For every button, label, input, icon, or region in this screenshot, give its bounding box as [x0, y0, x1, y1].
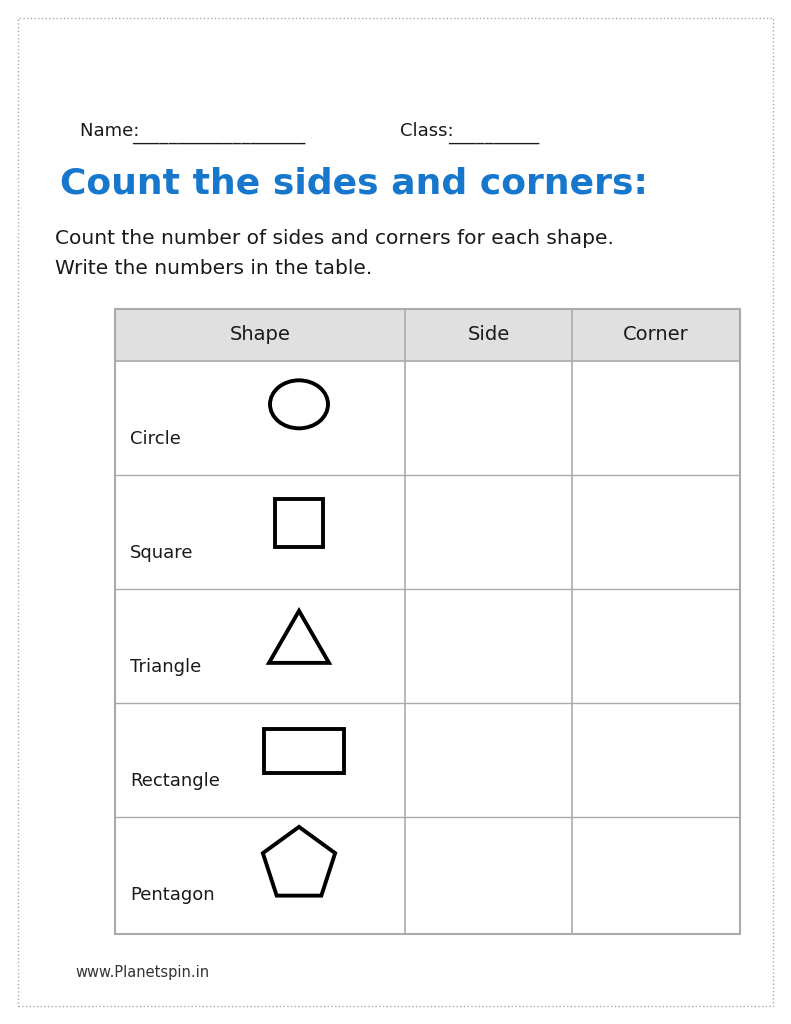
- Bar: [115, 309, 740, 361]
- Polygon shape: [269, 611, 329, 663]
- Text: www.Planetspin.in: www.Planetspin.in: [75, 965, 209, 980]
- Text: Pentagon: Pentagon: [130, 886, 214, 903]
- Text: Count the sides and corners:: Count the sides and corners:: [60, 167, 648, 201]
- Text: Shape: Shape: [229, 326, 290, 344]
- Text: Corner: Corner: [623, 326, 689, 344]
- Text: ___________________: ___________________: [132, 126, 305, 144]
- Text: Name:: Name:: [80, 122, 145, 140]
- Text: Rectangle: Rectangle: [130, 771, 220, 790]
- Text: Write the numbers in the table.: Write the numbers in the table.: [55, 259, 373, 279]
- Ellipse shape: [270, 380, 328, 428]
- Text: Count the number of sides and corners for each shape.: Count the number of sides and corners fo…: [55, 229, 614, 249]
- Text: Circle: Circle: [130, 429, 181, 447]
- Polygon shape: [263, 827, 335, 896]
- Text: __________: __________: [448, 126, 539, 144]
- Bar: [115, 309, 740, 934]
- Text: Square: Square: [130, 544, 194, 561]
- Text: Triangle: Triangle: [130, 657, 201, 676]
- Bar: [275, 499, 323, 547]
- Bar: [264, 729, 344, 773]
- Text: Class:: Class:: [400, 122, 460, 140]
- Text: Side: Side: [467, 326, 509, 344]
